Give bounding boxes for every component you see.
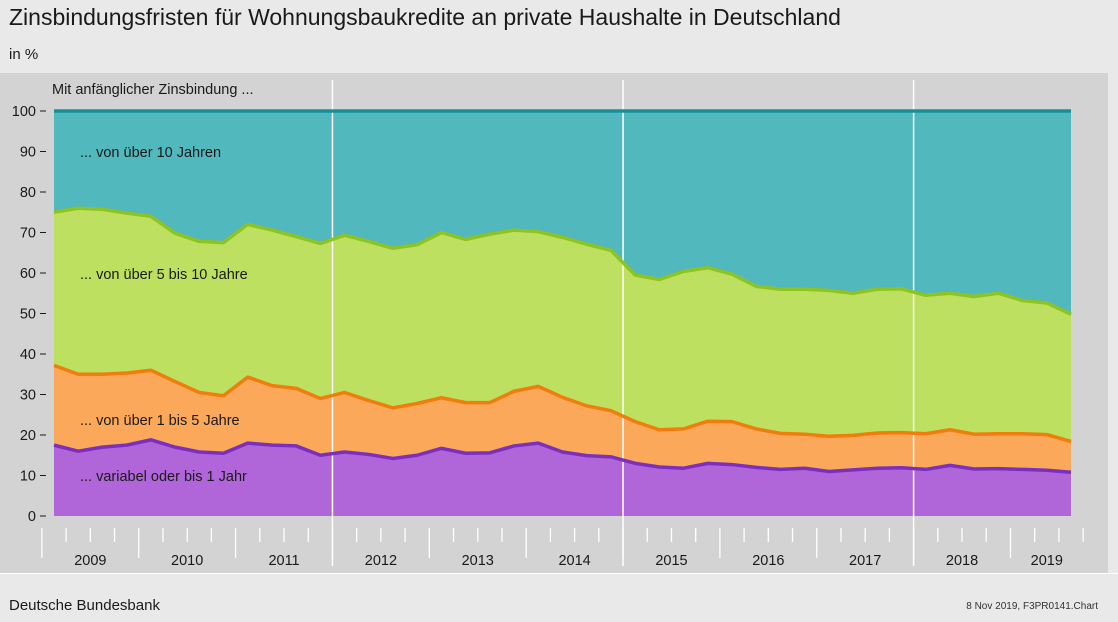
x-tick-label: 2012 [365,553,397,569]
y-axis: 0 10 20 30 40 50 60 70 80 90 100 [12,104,46,525]
y-tick-label: 70 [20,226,36,242]
x-tick-label: 2013 [462,553,494,569]
area-3 [54,111,1071,315]
series-labels: ... variabel oder bis 1 Jahr ... von über… [80,145,248,485]
y-tick-label: 80 [20,185,36,201]
series-line-1 [53,363,1072,444]
x-tick-label: 2011 [268,553,299,569]
x-tick-label: 2015 [655,553,687,569]
y-tick-label: 30 [20,388,36,404]
source-label: Deutsche Bundesbank [9,597,160,614]
y-tick-label: 0 [28,509,36,525]
y-tick-label: 90 [20,145,36,161]
area-0 [54,439,1071,516]
series-lines [53,109,1072,475]
gridlines [331,80,915,566]
x-tick-label: 2019 [1031,553,1063,569]
series-label: ... von über 1 bis 5 Jahre [80,413,240,429]
chart-annotation: Mit anfänglicher Zinsbindung ... [52,82,254,98]
series-label: ... variabel oder bis 1 Jahr [80,469,247,485]
series-line-2 [53,206,1072,316]
x-tick-label: 2018 [946,553,978,569]
area-1 [54,365,1071,473]
y-tick-label: 20 [20,428,36,444]
x-tick-label: 2010 [171,553,203,569]
x-tick-label: 2014 [558,553,590,569]
y-tick-label: 100 [12,104,36,120]
footer-divider [0,573,1118,574]
y-tick-label: 40 [20,347,36,363]
y-tick-label: 10 [20,469,36,485]
x-axis: 2009 2010 2011 2012 2013 2014 2015 2016 2017 2018… [41,528,1084,569]
chart-title: Zinsbindungsfristen für Wohnungsbaukredi… [9,4,841,30]
unit-label: in % [9,46,39,63]
y-tick-label: 50 [20,307,36,323]
area-2 [54,208,1071,442]
area-layer [54,111,1071,516]
series-label: ... von über 10 Jahren [80,145,221,161]
y-tick-label: 60 [20,266,36,282]
chart-stamp: 8 Nov 2019, F3PR0141.Chart [966,601,1098,612]
x-tick-label: 2017 [849,553,881,569]
x-tick-label: 2009 [74,553,106,569]
x-tick-label: 2016 [752,553,784,569]
series-label: ... von über 5 bis 10 Jahre [80,267,248,283]
series-line-0 [53,438,1072,475]
